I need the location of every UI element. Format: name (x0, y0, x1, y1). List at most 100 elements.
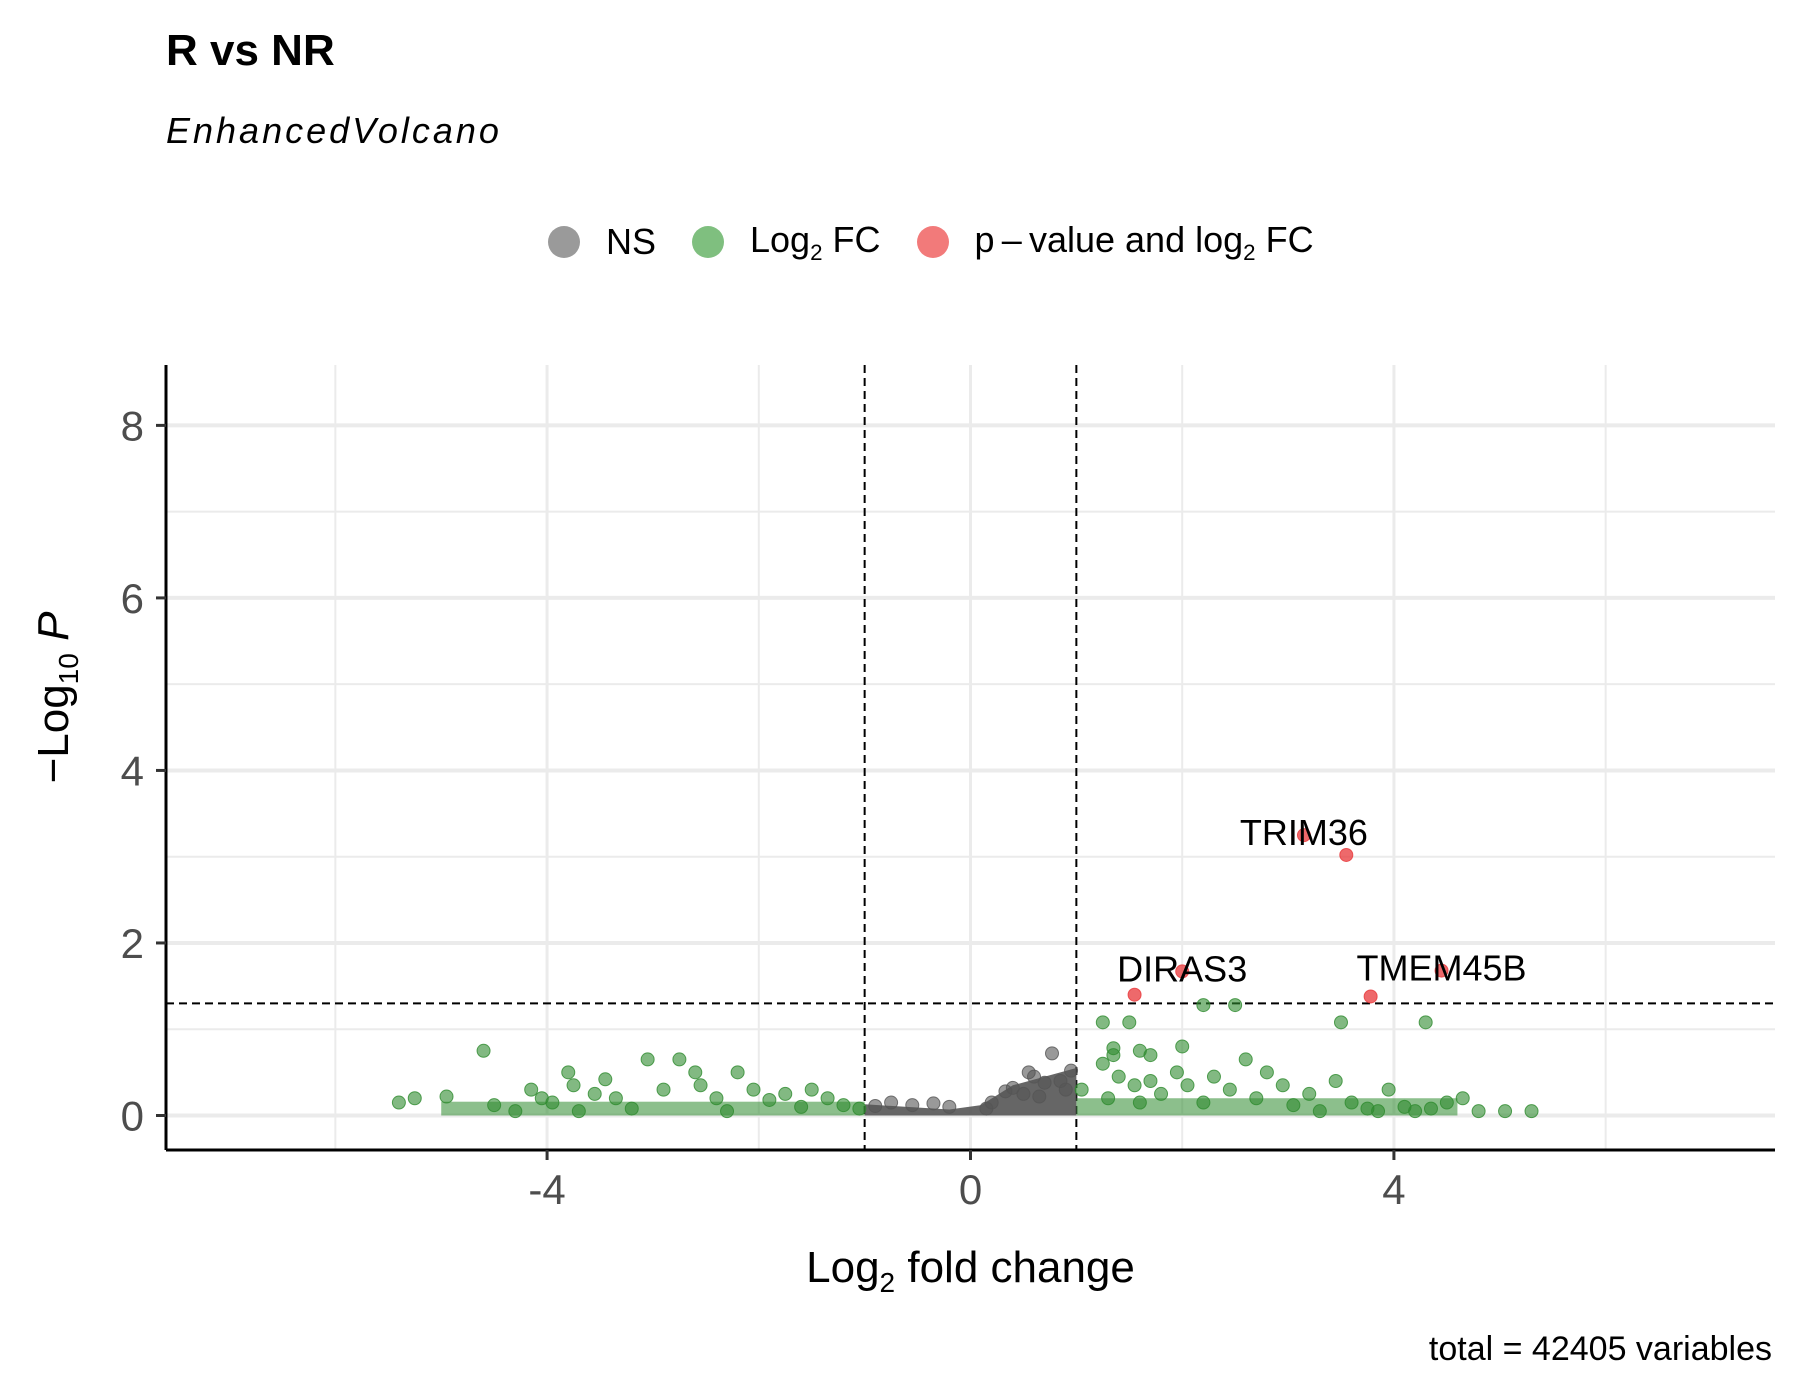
fc-point (1328, 1073, 1343, 1088)
sig-point (1127, 987, 1142, 1002)
fc-point (571, 1104, 586, 1119)
fc-point (672, 1052, 687, 1067)
fc-point (693, 1078, 708, 1093)
fc-point (1259, 1065, 1274, 1080)
ns-point (1016, 1086, 1031, 1101)
fc-point (1408, 1104, 1423, 1119)
y-tick-label: 6 (121, 575, 144, 622)
fc-point (1286, 1098, 1301, 1113)
fc-point (1498, 1104, 1513, 1119)
fc-point (1180, 1078, 1195, 1093)
fc-point (804, 1082, 819, 1097)
ns-point (1037, 1075, 1052, 1090)
ns-point (1058, 1082, 1073, 1097)
fc-point (720, 1104, 735, 1119)
cutoff-lines (166, 365, 1775, 1150)
fc-point (439, 1089, 454, 1104)
fc-point (1333, 1015, 1348, 1030)
legend: NS Log2 FC p – value and log2 FC (548, 218, 1350, 266)
y-tick-label: 2 (121, 920, 144, 967)
sig-point (1296, 828, 1311, 843)
fc-point (1222, 1082, 1237, 1097)
fc-point (778, 1086, 793, 1101)
fc-point (545, 1095, 560, 1110)
x-axis-title: Log2 fold change (806, 1243, 1135, 1298)
fc-point (1302, 1086, 1317, 1101)
fc-point (598, 1072, 613, 1087)
fc-point (1095, 1056, 1110, 1071)
fc-point (746, 1082, 761, 1097)
point-label: TMEM45B (1357, 948, 1527, 989)
ns-point (884, 1095, 899, 1110)
fc-point (1074, 1082, 1089, 1097)
ns-point (1032, 1089, 1047, 1104)
legend-label-log2fc: Log2 FC (750, 218, 881, 265)
x-tick-label: 0 (959, 1166, 982, 1213)
fc-point (1249, 1091, 1264, 1106)
fc-point (1371, 1104, 1386, 1119)
fc-point (561, 1065, 576, 1080)
ns-point (1045, 1046, 1060, 1061)
fc-point (836, 1098, 851, 1113)
fc-point (1455, 1091, 1470, 1106)
sig-point (1434, 963, 1449, 978)
fc-point (1423, 1101, 1438, 1116)
fc-point (1471, 1104, 1486, 1119)
grid (166, 365, 1775, 1150)
fc-point (1238, 1052, 1253, 1067)
fc-point (1106, 1041, 1121, 1056)
fc-point (524, 1082, 539, 1097)
y-tick-label: 4 (121, 747, 144, 794)
fc-point (476, 1043, 491, 1058)
sig-point (1175, 964, 1190, 979)
fc-point (624, 1101, 639, 1116)
fc-point (794, 1099, 809, 1114)
fc-point (1095, 1015, 1110, 1030)
fc-point (1418, 1015, 1433, 1030)
fc-point (1196, 998, 1211, 1013)
fc-point (1312, 1104, 1327, 1119)
point-labels: TRIM36 DIRAS3 TMEM45B (1117, 812, 1526, 989)
axes: -4 0 4 0 2 4 6 8 Log2 fold change −Log10 P (29, 365, 1775, 1298)
fc-point (1206, 1069, 1221, 1084)
chart-title: R vs NR (166, 26, 335, 75)
fc-point (656, 1082, 671, 1097)
y-axis-title: −Log10 P (29, 611, 84, 783)
point-label: DIRAS3 (1117, 948, 1247, 989)
fc-point (487, 1098, 502, 1113)
data-points (391, 828, 1539, 1119)
fc-point (1111, 1069, 1126, 1084)
chart-caption: total = 42405 variables (1428, 1330, 1772, 1368)
legend-item-log2fc: Log2 FC (692, 219, 881, 266)
fc-point (640, 1052, 655, 1067)
legend-item-pvalue-log2fc: p – value and log2 FC (916, 218, 1314, 266)
fc-point (1196, 1095, 1211, 1110)
ns-point (942, 1099, 957, 1114)
legend-item-ns: NS (548, 221, 656, 263)
fc-point (820, 1091, 835, 1106)
legend-label-pvalue-log2fc: p – value and log2 FC (974, 218, 1314, 265)
x-tick-label: 4 (1382, 1166, 1405, 1213)
fc-point (1132, 1095, 1147, 1110)
fc-point (762, 1092, 777, 1107)
fc-point (608, 1091, 623, 1106)
fc-point (1344, 1095, 1359, 1110)
chart-subtitle: EnhancedVolcano (166, 110, 502, 151)
ns-point (905, 1098, 920, 1113)
ns-point (926, 1096, 941, 1111)
fc-point (391, 1095, 406, 1110)
fc-point (1275, 1078, 1290, 1093)
sig-point (1339, 847, 1354, 862)
legend-label-ns: NS (606, 221, 657, 262)
fc-point (1122, 1015, 1137, 1030)
fc-point (1228, 998, 1243, 1013)
fc-point (709, 1091, 724, 1106)
fc-point (1439, 1095, 1454, 1110)
fc-point (1127, 1078, 1142, 1093)
ns-baseline-band (864, 1068, 1077, 1116)
fc-point (1154, 1086, 1169, 1101)
fc-point (730, 1065, 745, 1080)
fc-point (566, 1078, 581, 1093)
fc-point (1169, 1065, 1184, 1080)
